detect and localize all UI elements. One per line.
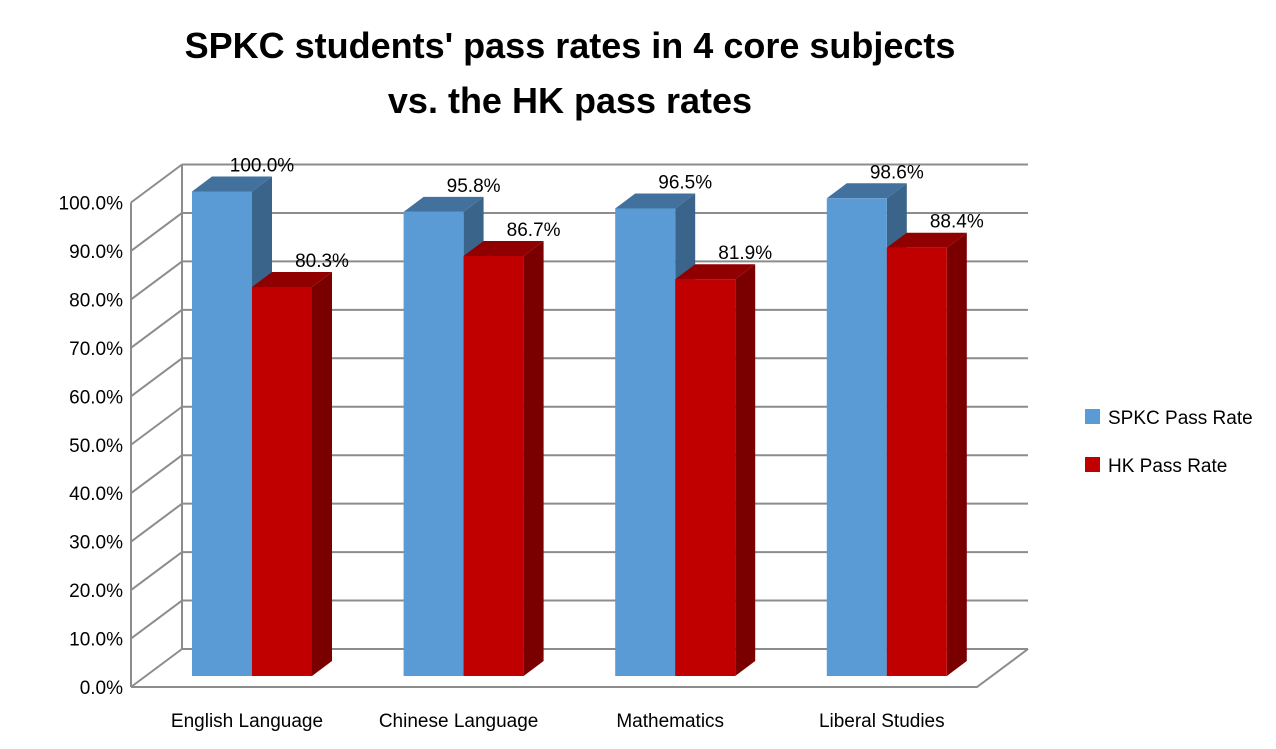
- y-tick-label: 80.0%: [69, 290, 123, 311]
- y-tick-label: 30.0%: [69, 533, 123, 554]
- bar-top: [252, 271, 332, 287]
- y-tick-label: 50.0%: [69, 436, 123, 457]
- data-label: 95.8%: [447, 176, 501, 197]
- y-tick-label: 90.0%: [69, 242, 123, 263]
- legend-swatch: [1085, 409, 1100, 424]
- bar: [463, 255, 524, 676]
- bar-top: [403, 196, 484, 212]
- bar: [615, 208, 676, 676]
- y-tick-label: 100.0%: [59, 194, 124, 215]
- bar-side: [946, 232, 967, 676]
- data-label: 86.7%: [507, 220, 561, 241]
- legend-label: SPKC Pass Rate: [1108, 408, 1253, 429]
- y-tick-label: 10.0%: [69, 630, 123, 651]
- bar: [252, 286, 312, 676]
- data-label: 98.6%: [870, 162, 924, 183]
- y-tick-label: 0.0%: [80, 678, 123, 699]
- data-label: 96.5%: [658, 172, 712, 193]
- y-axis-ticks: 0.0% 10.0% 20.0% 30.0% 40.0% 50.0% 60.0% 70.0% 8…: [59, 194, 124, 700]
- floor-edge: [131, 648, 1029, 688]
- bar: [403, 211, 464, 676]
- bar: [826, 198, 887, 676]
- side-wall-gridline: [130, 405, 183, 446]
- bars: [192, 176, 967, 676]
- side-wall-gridline: [130, 648, 183, 688]
- side-wall-gridline: [130, 309, 183, 349]
- y-tick-label: 60.0%: [69, 387, 123, 408]
- x-axis-labels: English Language Chinese Language Mathemat…: [171, 711, 945, 732]
- bar-top: [463, 240, 544, 256]
- y-tick-label: 40.0%: [69, 484, 123, 505]
- bar-top: [886, 232, 967, 248]
- x-tick-label: Liberal Studies: [819, 711, 945, 732]
- side-wall-gridline: [130, 260, 183, 301]
- bar-top: [192, 176, 272, 192]
- bar-side: [523, 240, 544, 676]
- side-wall-gridline: [130, 357, 183, 398]
- bar-top: [615, 193, 696, 209]
- legend-label: HK Pass Rate: [1108, 456, 1227, 477]
- data-label: 88.4%: [930, 212, 984, 233]
- legend: SPKC Pass Rate HK Pass Rate: [1085, 408, 1253, 477]
- y-tick-label: 70.0%: [69, 339, 123, 360]
- x-tick-label: Mathematics: [616, 711, 724, 732]
- bar-side: [735, 264, 756, 676]
- data-label: 100.0%: [230, 156, 295, 177]
- bar: [192, 191, 252, 676]
- bar: [886, 247, 947, 676]
- data-label: 80.3%: [295, 251, 349, 272]
- legend-swatch: [1085, 457, 1100, 472]
- side-wall-gridline: [130, 599, 183, 640]
- x-tick-label: English Language: [171, 711, 323, 732]
- bar-top: [675, 264, 756, 280]
- x-tick-label: Chinese Language: [379, 711, 539, 732]
- side-wall-gridline: [130, 212, 183, 252]
- bar: [675, 279, 736, 676]
- data-labels: 100.0% 80.3% 95.8% 86.7% 96.5% 81.9% 98.6% 88.4…: [230, 156, 984, 272]
- chart-title-line-2: vs. the HK pass rates: [388, 80, 752, 121]
- side-wall-gridline: [130, 551, 183, 591]
- bar-top: [826, 183, 907, 199]
- side-wall-gridline: [130, 502, 183, 543]
- side-wall-gridline: [130, 454, 183, 495]
- data-label: 81.9%: [718, 243, 772, 264]
- y-tick-label: 20.0%: [69, 581, 123, 602]
- side-wall-gridline: [130, 163, 183, 204]
- bar-side: [312, 271, 332, 676]
- chart-title-line-1: SPKC students' pass rates in 4 core subj…: [185, 25, 956, 66]
